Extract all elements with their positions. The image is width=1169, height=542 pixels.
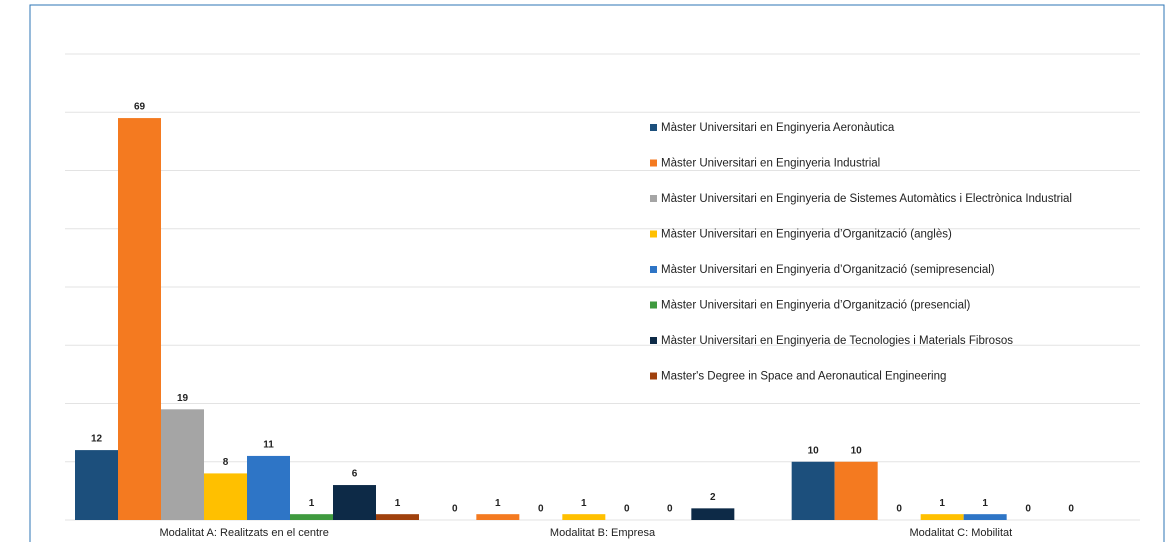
legend-swatch [650,337,657,344]
value-label: 10 [851,445,863,456]
bar [376,514,419,520]
legend-label: Màster Universitari en Enginyeria de Tec… [661,335,1013,347]
legend-label: Màster Universitari en Enginyeria Indust… [661,158,880,170]
value-label: 0 [896,504,902,515]
legend-swatch [650,195,657,202]
bar [691,508,735,520]
legend-label: Master's Degree in Space and Aeronautica… [661,371,946,383]
bar [290,514,333,520]
value-label: 12 [91,434,103,445]
legend-swatch [650,301,657,309]
value-label: 1 [495,498,501,509]
bar [247,455,290,520]
x-tick-label: Modalitat B: Empresa [550,527,656,539]
value-label: 2 [710,492,716,503]
value-label: 1 [395,498,401,509]
value-label: 1 [939,498,945,509]
value-label: 0 [1025,504,1031,515]
bar [791,461,835,520]
value-label: 10 [808,445,820,456]
legend-swatch [650,372,657,380]
value-label: 8 [223,457,229,468]
legend-label: Màster Universitari en Enginyeria de Sis… [661,193,1072,205]
legend-swatch [650,230,657,238]
bar [333,485,376,520]
chart-frame [29,4,1165,542]
legend-label: Màster Universitari en Enginyeria Aeronà… [661,122,895,134]
bar [562,514,606,520]
legend-swatch [650,124,657,131]
value-label: 19 [177,393,189,404]
value-label: 0 [538,504,544,515]
value-label: 1 [581,498,587,509]
bar [75,450,118,520]
bar [476,514,520,520]
x-tick-label: Modalitat C: Mobilitat [909,527,1012,539]
x-tick-label: Modalitat A: Realitzats en el centre [159,527,328,539]
bar [920,514,964,520]
value-label: 11 [263,440,274,451]
value-label: 1 [309,498,315,509]
value-label: 6 [352,469,358,480]
bar [161,409,204,520]
value-label: 0 [624,504,630,515]
bar [834,461,878,520]
legend-label: Màster Universitari en Enginyeria d’Orga… [661,229,952,241]
bar [118,118,161,520]
value-label: 1 [982,498,988,509]
legend-swatch [650,159,657,167]
value-label: 69 [134,102,146,113]
legend-swatch [650,266,657,273]
legend-label: Màster Universitari en Enginyeria d’Orga… [661,300,971,312]
legend-label: Màster Universitari en Enginyeria d’Orga… [661,264,995,276]
value-label: 0 [667,504,673,515]
value-label: 0 [452,504,458,515]
value-label: 0 [1068,504,1074,515]
bar [204,473,247,520]
bar [963,514,1007,520]
